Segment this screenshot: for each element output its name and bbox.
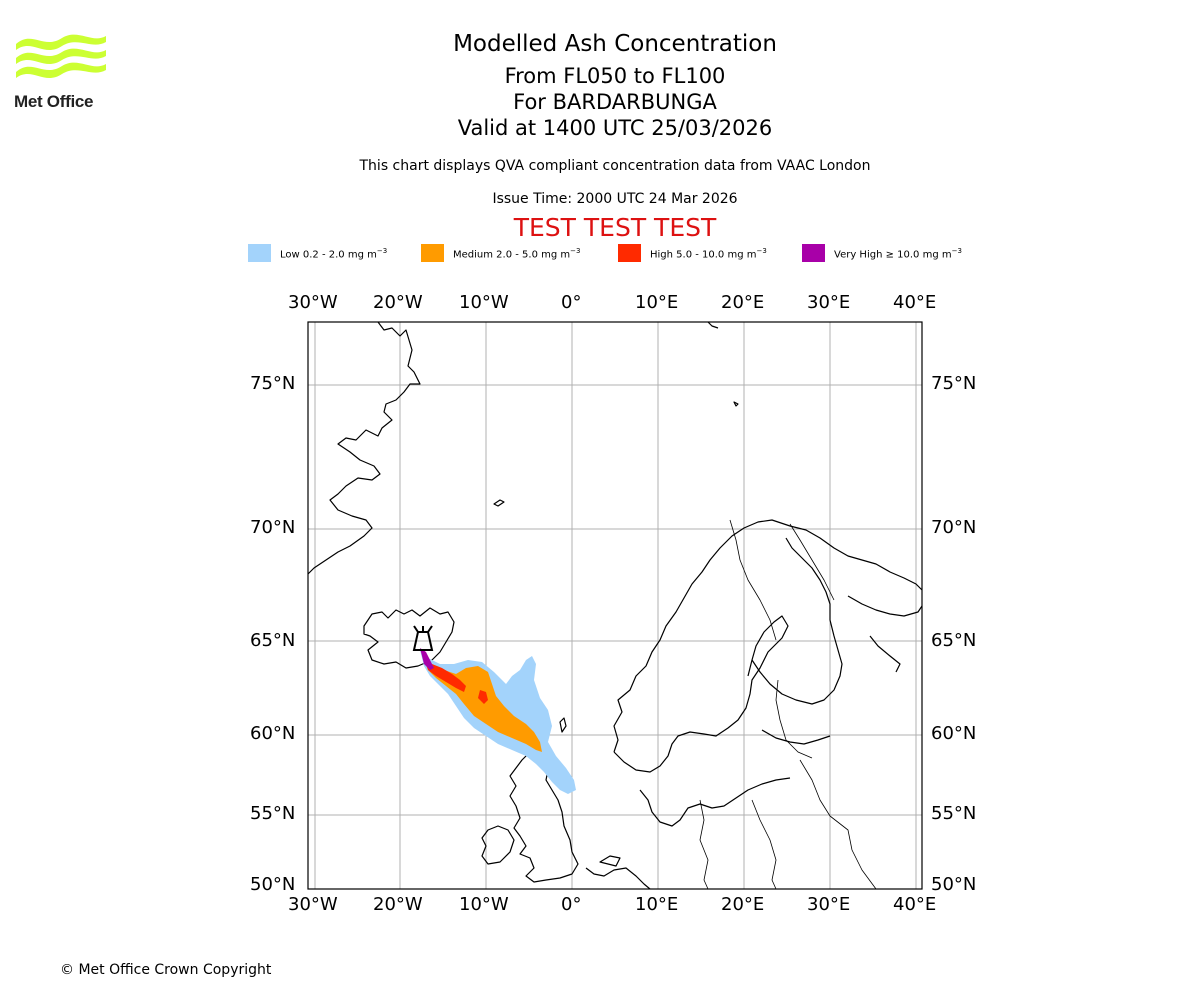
map-frame xyxy=(307,321,923,890)
tick-right-70n: 70°N xyxy=(931,517,977,538)
met-office-logo xyxy=(16,34,106,78)
legend-label-medium: Medium 2.0 - 5.0 mg m xyxy=(453,249,571,261)
legend-exp-low: −3 xyxy=(376,247,388,255)
tick-left-70n: 70°N xyxy=(250,517,296,538)
copyright-notice: © Met Office Crown Copyright xyxy=(60,962,272,978)
qva-note: This chart displays QVA compliant concen… xyxy=(359,158,871,174)
chart-title: Modelled Ash Concentration xyxy=(453,31,777,57)
legend-swatch-medium xyxy=(421,244,444,262)
legend-label-low: Low 0.2 - 2.0 mg m xyxy=(280,249,377,261)
valid-time: Valid at 1400 UTC 25/03/2026 xyxy=(457,116,773,140)
legend-exp-very-high: −3 xyxy=(951,247,962,255)
tick-top-0: 0° xyxy=(561,292,582,313)
tick-top-10e: 10°E xyxy=(635,292,679,313)
test-banner: TEST TEST TEST xyxy=(513,213,717,242)
tick-left-55n: 55°N xyxy=(250,803,296,824)
tick-bottom-30w: 30°W xyxy=(288,894,338,915)
tick-left-65n: 65°N xyxy=(250,630,296,651)
legend-exp-medium: −3 xyxy=(570,247,581,255)
volcano-icon xyxy=(412,625,434,651)
tick-right-55n: 55°N xyxy=(931,803,977,824)
tick-top-30w: 30°W xyxy=(288,292,338,313)
tick-left-60n: 60°N xyxy=(250,723,296,744)
issue-time: Issue Time: 2000 UTC 24 Mar 2026 xyxy=(492,191,738,207)
volcano-name: For BARDARBUNGA xyxy=(513,90,717,114)
tick-left-50n: 50°N xyxy=(250,874,296,895)
legend-swatch-low xyxy=(248,244,271,262)
tick-top-10w: 10°W xyxy=(459,292,509,313)
tick-top-30e: 30°E xyxy=(807,292,851,313)
tick-right-60n: 60°N xyxy=(931,723,977,744)
tick-right-65n: 65°N xyxy=(931,630,977,651)
legend-label-very-high: Very High ≥ 10.0 mg m xyxy=(834,249,952,261)
tick-right-50n: 50°N xyxy=(931,874,977,895)
flight-level-range: From FL050 to FL100 xyxy=(504,64,726,88)
legend-exp-high: −3 xyxy=(756,247,767,255)
tick-left-75n: 75°N xyxy=(250,373,296,394)
tick-bottom-10w: 10°W xyxy=(459,894,509,915)
tick-bottom-20e: 20°E xyxy=(721,894,765,915)
ash-very-high xyxy=(420,648,434,670)
tick-top-40e: 40°E xyxy=(893,292,937,313)
tick-bottom-20w: 20°W xyxy=(373,894,423,915)
tick-top-20w: 20°W xyxy=(373,292,423,313)
tick-top-20e: 20°E xyxy=(721,292,765,313)
tick-bottom-30e: 30°E xyxy=(807,894,851,915)
legend-label-high: High 5.0 - 10.0 mg m xyxy=(650,249,757,261)
met-office-wordmark: Met Office xyxy=(14,92,94,111)
tick-right-75n: 75°N xyxy=(931,373,977,394)
ash-plume xyxy=(420,648,576,794)
legend-swatch-high xyxy=(618,244,641,262)
ash-high xyxy=(424,656,488,704)
coastlines xyxy=(307,321,923,890)
tick-bottom-10e: 10°E xyxy=(635,894,679,915)
tick-bottom-40e: 40°E xyxy=(893,894,937,915)
tick-bottom-0: 0° xyxy=(561,894,582,915)
legend-swatch-very-high xyxy=(802,244,825,262)
